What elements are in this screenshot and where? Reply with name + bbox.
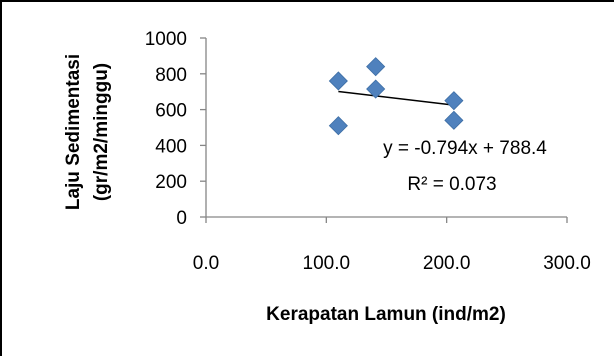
y-axis-ticks: 0 200 400 600 800 1000 bbox=[145, 29, 206, 229]
y-tick-label: 200 bbox=[155, 172, 187, 193]
data-point bbox=[328, 116, 348, 136]
x-tick-label: 0.0 bbox=[193, 253, 219, 274]
trendline-layer bbox=[338, 90, 454, 106]
data-points bbox=[328, 57, 464, 136]
y-tick-label: 1000 bbox=[145, 29, 187, 50]
x-tick-label: 300.0 bbox=[543, 253, 591, 274]
data-point bbox=[444, 91, 464, 111]
axes bbox=[205, 38, 567, 218]
axis-titles: Kerapatan Lamun (ind/m2) Laju Sedimentas… bbox=[63, 54, 506, 325]
x-axis-ticks: 0.0 100.0 200.0 300.0 bbox=[193, 217, 591, 274]
y-axis-title-line-2: (gr/m2/minggu) bbox=[91, 63, 112, 201]
y-tick-label: 0 bbox=[176, 208, 187, 229]
y-tick-label: 600 bbox=[155, 101, 187, 122]
trendline-r-squared: R² = 0.073 bbox=[407, 174, 496, 195]
x-axis-title: Kerapatan Lamun (ind/m2) bbox=[266, 304, 506, 325]
trendline bbox=[338, 90, 454, 106]
y-axis-title-line-1: Laju Sedimentasi bbox=[63, 54, 84, 210]
x-tick-label: 100.0 bbox=[303, 253, 351, 274]
x-tick-label: 200.0 bbox=[423, 253, 471, 274]
data-point bbox=[444, 110, 464, 130]
trendline-equation: y = -0.794x + 788.4 bbox=[383, 138, 547, 159]
y-tick-label: 400 bbox=[155, 136, 187, 157]
y-axis-title: Laju Sedimentasi (gr/m2/minggu) bbox=[63, 54, 112, 210]
data-point bbox=[328, 71, 348, 91]
y-tick-label: 800 bbox=[155, 65, 187, 86]
data-point bbox=[366, 57, 386, 77]
data-point bbox=[366, 79, 386, 99]
trendline-annotation: y = -0.794x + 788.4 R² = 0.073 bbox=[383, 138, 547, 195]
